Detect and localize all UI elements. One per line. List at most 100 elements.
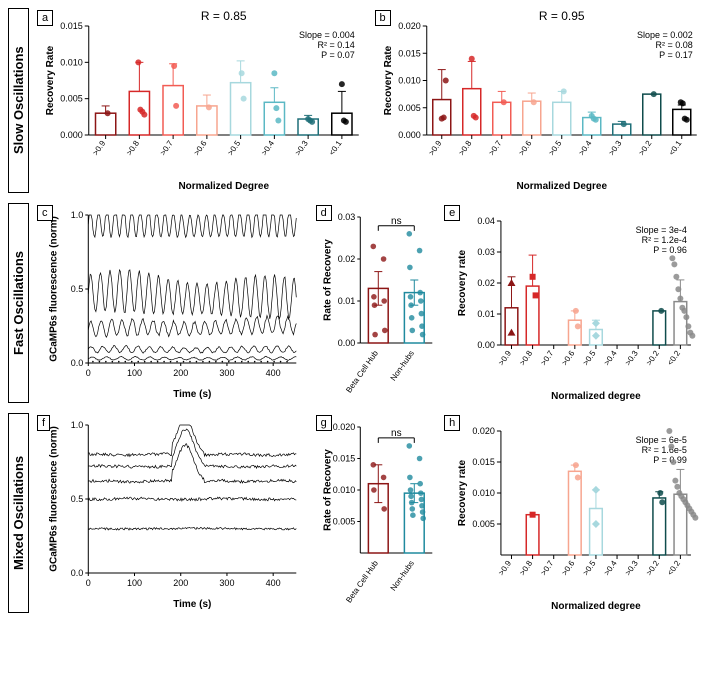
svg-text:>0.5: >0.5: [226, 139, 243, 158]
svg-text:>0.4: >0.4: [260, 139, 277, 158]
svg-text:>0.4: >0.4: [602, 559, 619, 578]
svg-text:>0.9: >0.9: [497, 349, 514, 368]
chart-g: 0.0050.0100.0150.020Rate of RecoveryBeta…: [314, 413, 443, 613]
svg-text:0.0: 0.0: [71, 568, 84, 578]
svg-text:>0.3: >0.3: [293, 139, 310, 158]
svg-text:>0.6: >0.6: [192, 139, 209, 158]
svg-text:Slope = 0.004: Slope = 0.004: [299, 30, 355, 40]
svg-text:<0.2: <0.2: [666, 349, 683, 368]
svg-text:>0.9: >0.9: [426, 139, 443, 158]
svg-text:Normalized Degree: Normalized Degree: [516, 181, 607, 192]
svg-text:R² = 0.08: R² = 0.08: [655, 40, 692, 50]
svg-text:Time (s): Time (s): [173, 389, 211, 400]
svg-text:Non-hubs: Non-hubs: [388, 559, 415, 593]
panel-letter-c: c: [37, 205, 53, 221]
svg-text:200: 200: [173, 578, 188, 588]
svg-text:P = 0.99: P = 0.99: [653, 455, 687, 465]
svg-text:0.005: 0.005: [473, 519, 496, 529]
svg-text:>0.5: >0.5: [546, 139, 563, 158]
svg-text:P = 0.17: P = 0.17: [659, 50, 693, 60]
svg-text:<0.1: <0.1: [666, 139, 683, 158]
svg-text:100: 100: [127, 578, 142, 588]
svg-text:>0.8: >0.8: [518, 349, 535, 368]
svg-text:1.0: 1.0: [71, 210, 84, 220]
svg-text:>0.7: >0.7: [486, 139, 503, 158]
svg-text:>0.8: >0.8: [518, 559, 535, 578]
chart-f: 0.00.51.00100200300400GCaMP6s fluorescen…: [35, 413, 314, 613]
svg-text:>0.7: >0.7: [539, 349, 556, 368]
svg-text:P = 0.96: P = 0.96: [653, 245, 687, 255]
svg-text:0.03: 0.03: [337, 212, 355, 222]
svg-text:Rate of Recovery: Rate of Recovery: [322, 239, 333, 321]
svg-text:>0.5: >0.5: [581, 559, 598, 578]
svg-text:GCaMP6s fluorescence (norm): GCaMP6s fluorescence (norm): [48, 426, 59, 572]
svg-text:>0.3: >0.3: [606, 139, 623, 158]
panel-letter-e: e: [444, 205, 460, 221]
svg-text:>0.7: >0.7: [539, 559, 556, 578]
svg-text:0.5: 0.5: [71, 494, 84, 504]
row-label-fast: Fast Oscillations: [8, 203, 29, 403]
svg-text:Beta Cell Hub: Beta Cell Hub: [344, 349, 380, 395]
svg-text:0.015: 0.015: [332, 454, 355, 464]
svg-text:>0.4: >0.4: [602, 349, 619, 368]
svg-text:400: 400: [266, 578, 281, 588]
svg-text:Normalized degree: Normalized degree: [551, 601, 641, 612]
svg-text:>0.8: >0.8: [456, 139, 473, 158]
svg-text:0.005: 0.005: [398, 103, 421, 113]
svg-text:0: 0: [86, 368, 91, 378]
svg-text:0.015: 0.015: [60, 21, 83, 31]
svg-text:Recovery rate: Recovery rate: [457, 249, 468, 316]
panel-letter-h: h: [444, 415, 460, 431]
svg-text:300: 300: [219, 368, 234, 378]
svg-text:Slope = 0.002: Slope = 0.002: [636, 30, 692, 40]
svg-text:>0.2: >0.2: [645, 559, 662, 578]
svg-text:0.5: 0.5: [71, 284, 84, 294]
svg-text:0.00: 0.00: [478, 340, 496, 350]
svg-text:0.015: 0.015: [398, 48, 421, 58]
svg-text:>0.7: >0.7: [158, 139, 175, 158]
chart-h: 0.0050.0100.0150.020Recovery rateSlope =…: [442, 413, 710, 613]
svg-text:Slope = 3e-4: Slope = 3e-4: [636, 225, 687, 235]
svg-text:0.005: 0.005: [332, 517, 355, 527]
svg-text:>0.4: >0.4: [576, 139, 593, 158]
svg-text:>0.3: >0.3: [624, 349, 641, 368]
chart-d: 0.000.010.020.03Rate of RecoveryBeta Cel…: [314, 203, 443, 403]
svg-text:ns: ns: [391, 428, 402, 439]
svg-text:Normalized degree: Normalized degree: [551, 391, 641, 402]
svg-text:R = 0.95: R = 0.95: [538, 9, 584, 23]
svg-text:Non-hubs: Non-hubs: [388, 349, 415, 383]
panel-letter-f: f: [37, 415, 50, 431]
svg-text:>0.6: >0.6: [560, 349, 577, 368]
svg-text:0.010: 0.010: [473, 488, 496, 498]
svg-text:300: 300: [219, 578, 234, 588]
svg-text:Recovery rate: Recovery rate: [457, 459, 468, 526]
svg-text:R² = 1.6e-5: R² = 1.6e-5: [642, 445, 687, 455]
svg-text:>0.6: >0.6: [560, 559, 577, 578]
svg-text:0.005: 0.005: [60, 94, 83, 104]
svg-text:P = 0.07: P = 0.07: [321, 50, 355, 60]
svg-text:0.000: 0.000: [398, 130, 421, 140]
svg-text:R = 0.85: R = 0.85: [201, 9, 247, 23]
svg-text:Rate of Recovery: Rate of Recovery: [322, 449, 333, 531]
svg-text:<0.2: <0.2: [666, 559, 683, 578]
panel-letter-b: b: [375, 10, 391, 26]
chart-a: 0.0000.0050.0100.015Recovery RateR = 0.8…: [35, 8, 373, 193]
svg-text:0.020: 0.020: [398, 21, 421, 31]
svg-text:<0.1: <0.1: [327, 139, 344, 158]
svg-text:0.000: 0.000: [60, 130, 83, 140]
svg-text:0.04: 0.04: [478, 216, 496, 226]
svg-text:0.010: 0.010: [398, 76, 421, 86]
svg-text:>0.5: >0.5: [581, 349, 598, 368]
svg-text:0.02: 0.02: [337, 254, 355, 264]
chart-e: 0.000.010.020.030.04Recovery rateSlope =…: [442, 203, 710, 403]
svg-text:100: 100: [127, 368, 142, 378]
svg-text:0.010: 0.010: [332, 485, 355, 495]
svg-text:0.01: 0.01: [478, 309, 496, 319]
svg-text:Beta Cell Hub: Beta Cell Hub: [344, 559, 380, 605]
row-label-mixed: Mixed Oscillations: [8, 413, 29, 613]
svg-text:>0.6: >0.6: [516, 139, 533, 158]
chart-b: 0.0000.0050.0100.0150.020Recovery RateR …: [373, 8, 711, 193]
svg-text:0.0: 0.0: [71, 358, 84, 368]
svg-text:0.03: 0.03: [478, 247, 496, 257]
svg-text:>0.3: >0.3: [624, 559, 641, 578]
